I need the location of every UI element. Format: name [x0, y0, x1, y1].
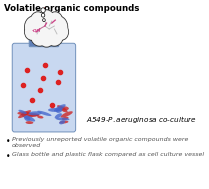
Ellipse shape: [37, 116, 43, 119]
Ellipse shape: [59, 121, 68, 124]
Circle shape: [32, 12, 61, 46]
Text: A549-$\it{P. aeruginosa}$ co-culture: A549-$\it{P. aeruginosa}$ co-culture: [87, 114, 197, 125]
Circle shape: [54, 23, 69, 41]
Ellipse shape: [18, 110, 27, 114]
FancyBboxPatch shape: [27, 24, 60, 33]
Ellipse shape: [28, 114, 39, 117]
Circle shape: [47, 11, 63, 29]
Circle shape: [41, 13, 45, 17]
Circle shape: [30, 25, 49, 47]
Ellipse shape: [59, 120, 65, 124]
Circle shape: [54, 24, 68, 40]
Ellipse shape: [17, 112, 30, 115]
Text: •: •: [6, 137, 10, 146]
Ellipse shape: [54, 104, 66, 112]
Ellipse shape: [25, 113, 40, 116]
Text: Volatile organic compounds: Volatile organic compounds: [4, 4, 139, 13]
Ellipse shape: [57, 105, 68, 112]
Ellipse shape: [37, 111, 51, 116]
Ellipse shape: [24, 116, 31, 121]
Circle shape: [33, 13, 60, 45]
Circle shape: [38, 28, 55, 48]
Circle shape: [43, 19, 45, 22]
Circle shape: [39, 29, 54, 47]
Circle shape: [46, 26, 63, 46]
Circle shape: [38, 9, 55, 29]
Circle shape: [45, 25, 64, 47]
FancyBboxPatch shape: [12, 43, 76, 132]
Circle shape: [47, 15, 68, 39]
FancyBboxPatch shape: [29, 31, 59, 47]
Ellipse shape: [18, 110, 31, 118]
Ellipse shape: [21, 113, 35, 122]
Circle shape: [39, 10, 54, 28]
Ellipse shape: [60, 111, 73, 118]
Ellipse shape: [56, 108, 62, 113]
Circle shape: [41, 8, 45, 13]
Circle shape: [25, 24, 39, 40]
Ellipse shape: [62, 117, 69, 120]
Text: •: •: [6, 152, 10, 161]
Ellipse shape: [56, 118, 70, 121]
Text: -OH: -OH: [32, 29, 41, 33]
Ellipse shape: [48, 108, 61, 112]
Circle shape: [48, 16, 67, 38]
Ellipse shape: [60, 106, 69, 110]
Circle shape: [48, 12, 62, 28]
Circle shape: [24, 15, 45, 39]
Text: Glass bottle and plastic flask compared as cell culture vessel: Glass bottle and plastic flask compared …: [12, 152, 204, 157]
Ellipse shape: [29, 111, 42, 115]
Circle shape: [24, 23, 40, 41]
Circle shape: [25, 16, 44, 38]
Circle shape: [31, 26, 48, 46]
Ellipse shape: [55, 113, 62, 119]
Ellipse shape: [25, 121, 33, 124]
Circle shape: [30, 11, 46, 29]
Text: Previously unreported volatile organic compounds were observed: Previously unreported volatile organic c…: [12, 137, 188, 148]
Circle shape: [31, 12, 45, 28]
